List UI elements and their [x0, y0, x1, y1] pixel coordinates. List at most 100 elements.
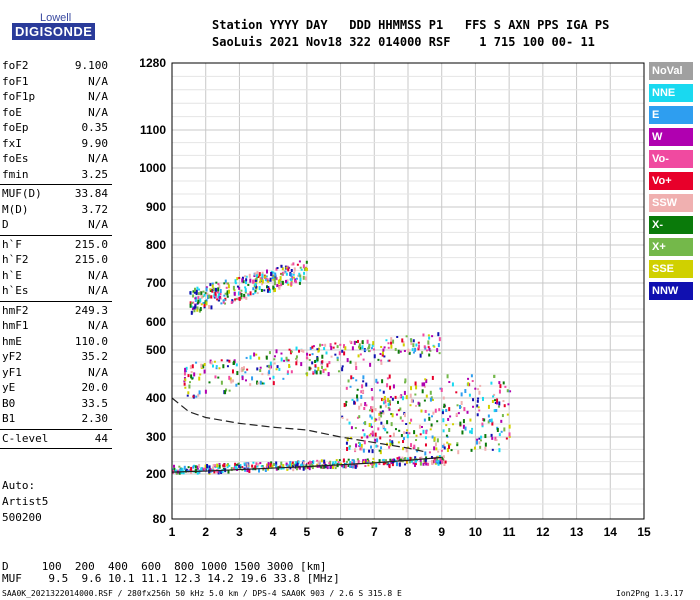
- echo-point: [341, 365, 344, 368]
- echo-point: [445, 434, 448, 437]
- echo-point: [249, 278, 252, 283]
- echo-point: [402, 437, 405, 441]
- echo-point: [505, 437, 508, 440]
- echo-point: [300, 463, 303, 468]
- profile-lines: [171, 397, 442, 473]
- echo-point: [410, 459, 413, 463]
- echo-point: [281, 271, 284, 276]
- echo-point: [274, 272, 277, 277]
- echo-point: [217, 287, 220, 292]
- param-value: 33.5: [81, 396, 109, 410]
- echo-point: [293, 271, 296, 274]
- echo-point: [213, 295, 216, 298]
- echo-point: [266, 365, 269, 368]
- header-line-2: SaoLuis 2021 Nov18 322 014000 RSF 1 715 …: [212, 35, 595, 49]
- echo-point: [261, 382, 264, 385]
- echo-point: [280, 264, 283, 268]
- echo-point: [200, 363, 203, 368]
- echo-point: [500, 419, 503, 423]
- echo-point: [446, 435, 449, 438]
- param-row: yE 20.0: [2, 381, 108, 394]
- echo-point: [391, 397, 394, 401]
- echo-point: [194, 289, 197, 294]
- echo-point: [408, 422, 411, 425]
- echo-point: [259, 277, 262, 282]
- echo-point: [285, 266, 288, 269]
- legend-item: NNE: [649, 84, 693, 102]
- echo-point: [390, 344, 393, 349]
- echo-point: [275, 349, 278, 354]
- echo-point: [344, 346, 347, 351]
- echo-point: [311, 353, 314, 356]
- echo-point: [347, 379, 350, 383]
- echo-point: [211, 364, 214, 368]
- echo-point: [316, 459, 319, 462]
- echo-point: [472, 405, 475, 408]
- echo-point: [428, 416, 431, 421]
- echo-point: [414, 456, 417, 460]
- echo-point: [337, 461, 340, 464]
- echo-point: [437, 343, 440, 348]
- echo-point: [487, 420, 490, 424]
- logo-digisonde: DIGISONDE: [12, 23, 96, 40]
- echo-point: [421, 389, 424, 394]
- echo-point: [332, 346, 335, 349]
- param-separator: [0, 300, 112, 302]
- echo-point: [286, 464, 289, 468]
- echo-point: [290, 268, 293, 272]
- echo-point: [275, 464, 278, 468]
- echo-point: [490, 433, 493, 437]
- echo-point: [278, 465, 281, 468]
- param-row: h`F2 215.0: [2, 253, 108, 266]
- echo-point: [382, 462, 385, 466]
- echo-point: [203, 304, 206, 308]
- echo-point: [263, 289, 266, 292]
- echo-point: [508, 424, 511, 429]
- echo-point: [224, 279, 227, 283]
- echo-point: [448, 407, 451, 412]
- echo-point: [386, 420, 389, 425]
- echo-point: [484, 446, 487, 451]
- echo-point: [411, 348, 414, 352]
- echo-point: [312, 460, 315, 465]
- echo-point: [257, 382, 260, 385]
- echo-point: [225, 286, 228, 289]
- param-row: yF1 N/A: [2, 366, 108, 379]
- echo-point: [383, 396, 386, 401]
- echo-point: [380, 361, 383, 365]
- echo-point: [345, 441, 348, 445]
- echo-point: [268, 288, 271, 293]
- echo-point: [246, 463, 249, 468]
- echo-point: [369, 414, 372, 418]
- legend-item: Vo+: [649, 172, 693, 190]
- echo-point: [430, 455, 433, 459]
- param-name: hmF2: [2, 303, 29, 317]
- echo-point: [217, 467, 220, 470]
- echo-point: [355, 443, 358, 448]
- echo-point: [447, 443, 450, 446]
- echo-point: [364, 458, 367, 463]
- echo-point: [245, 281, 248, 285]
- echo-point: [278, 285, 281, 290]
- echo-point: [388, 359, 391, 362]
- echo-point: [275, 467, 278, 471]
- x-tick-label: 12: [536, 525, 550, 539]
- echo-point: [197, 292, 200, 296]
- echo-point: [267, 280, 270, 283]
- echo-point: [289, 462, 292, 467]
- echo-point: [210, 305, 213, 310]
- echo-point: [312, 345, 315, 348]
- echo-point: [303, 267, 306, 271]
- echo-point: [367, 464, 370, 467]
- echo-point: [381, 410, 384, 413]
- echo-point: [288, 348, 291, 351]
- echo-point: [355, 365, 358, 370]
- y-tick-label: 400: [146, 391, 166, 405]
- echo-point: [379, 450, 382, 455]
- echo-point: [493, 393, 496, 396]
- echo-point: [353, 465, 356, 469]
- echo-point: [389, 440, 392, 443]
- echo-point: [408, 351, 411, 355]
- echo-point: [190, 471, 193, 475]
- echo-point: [492, 395, 495, 398]
